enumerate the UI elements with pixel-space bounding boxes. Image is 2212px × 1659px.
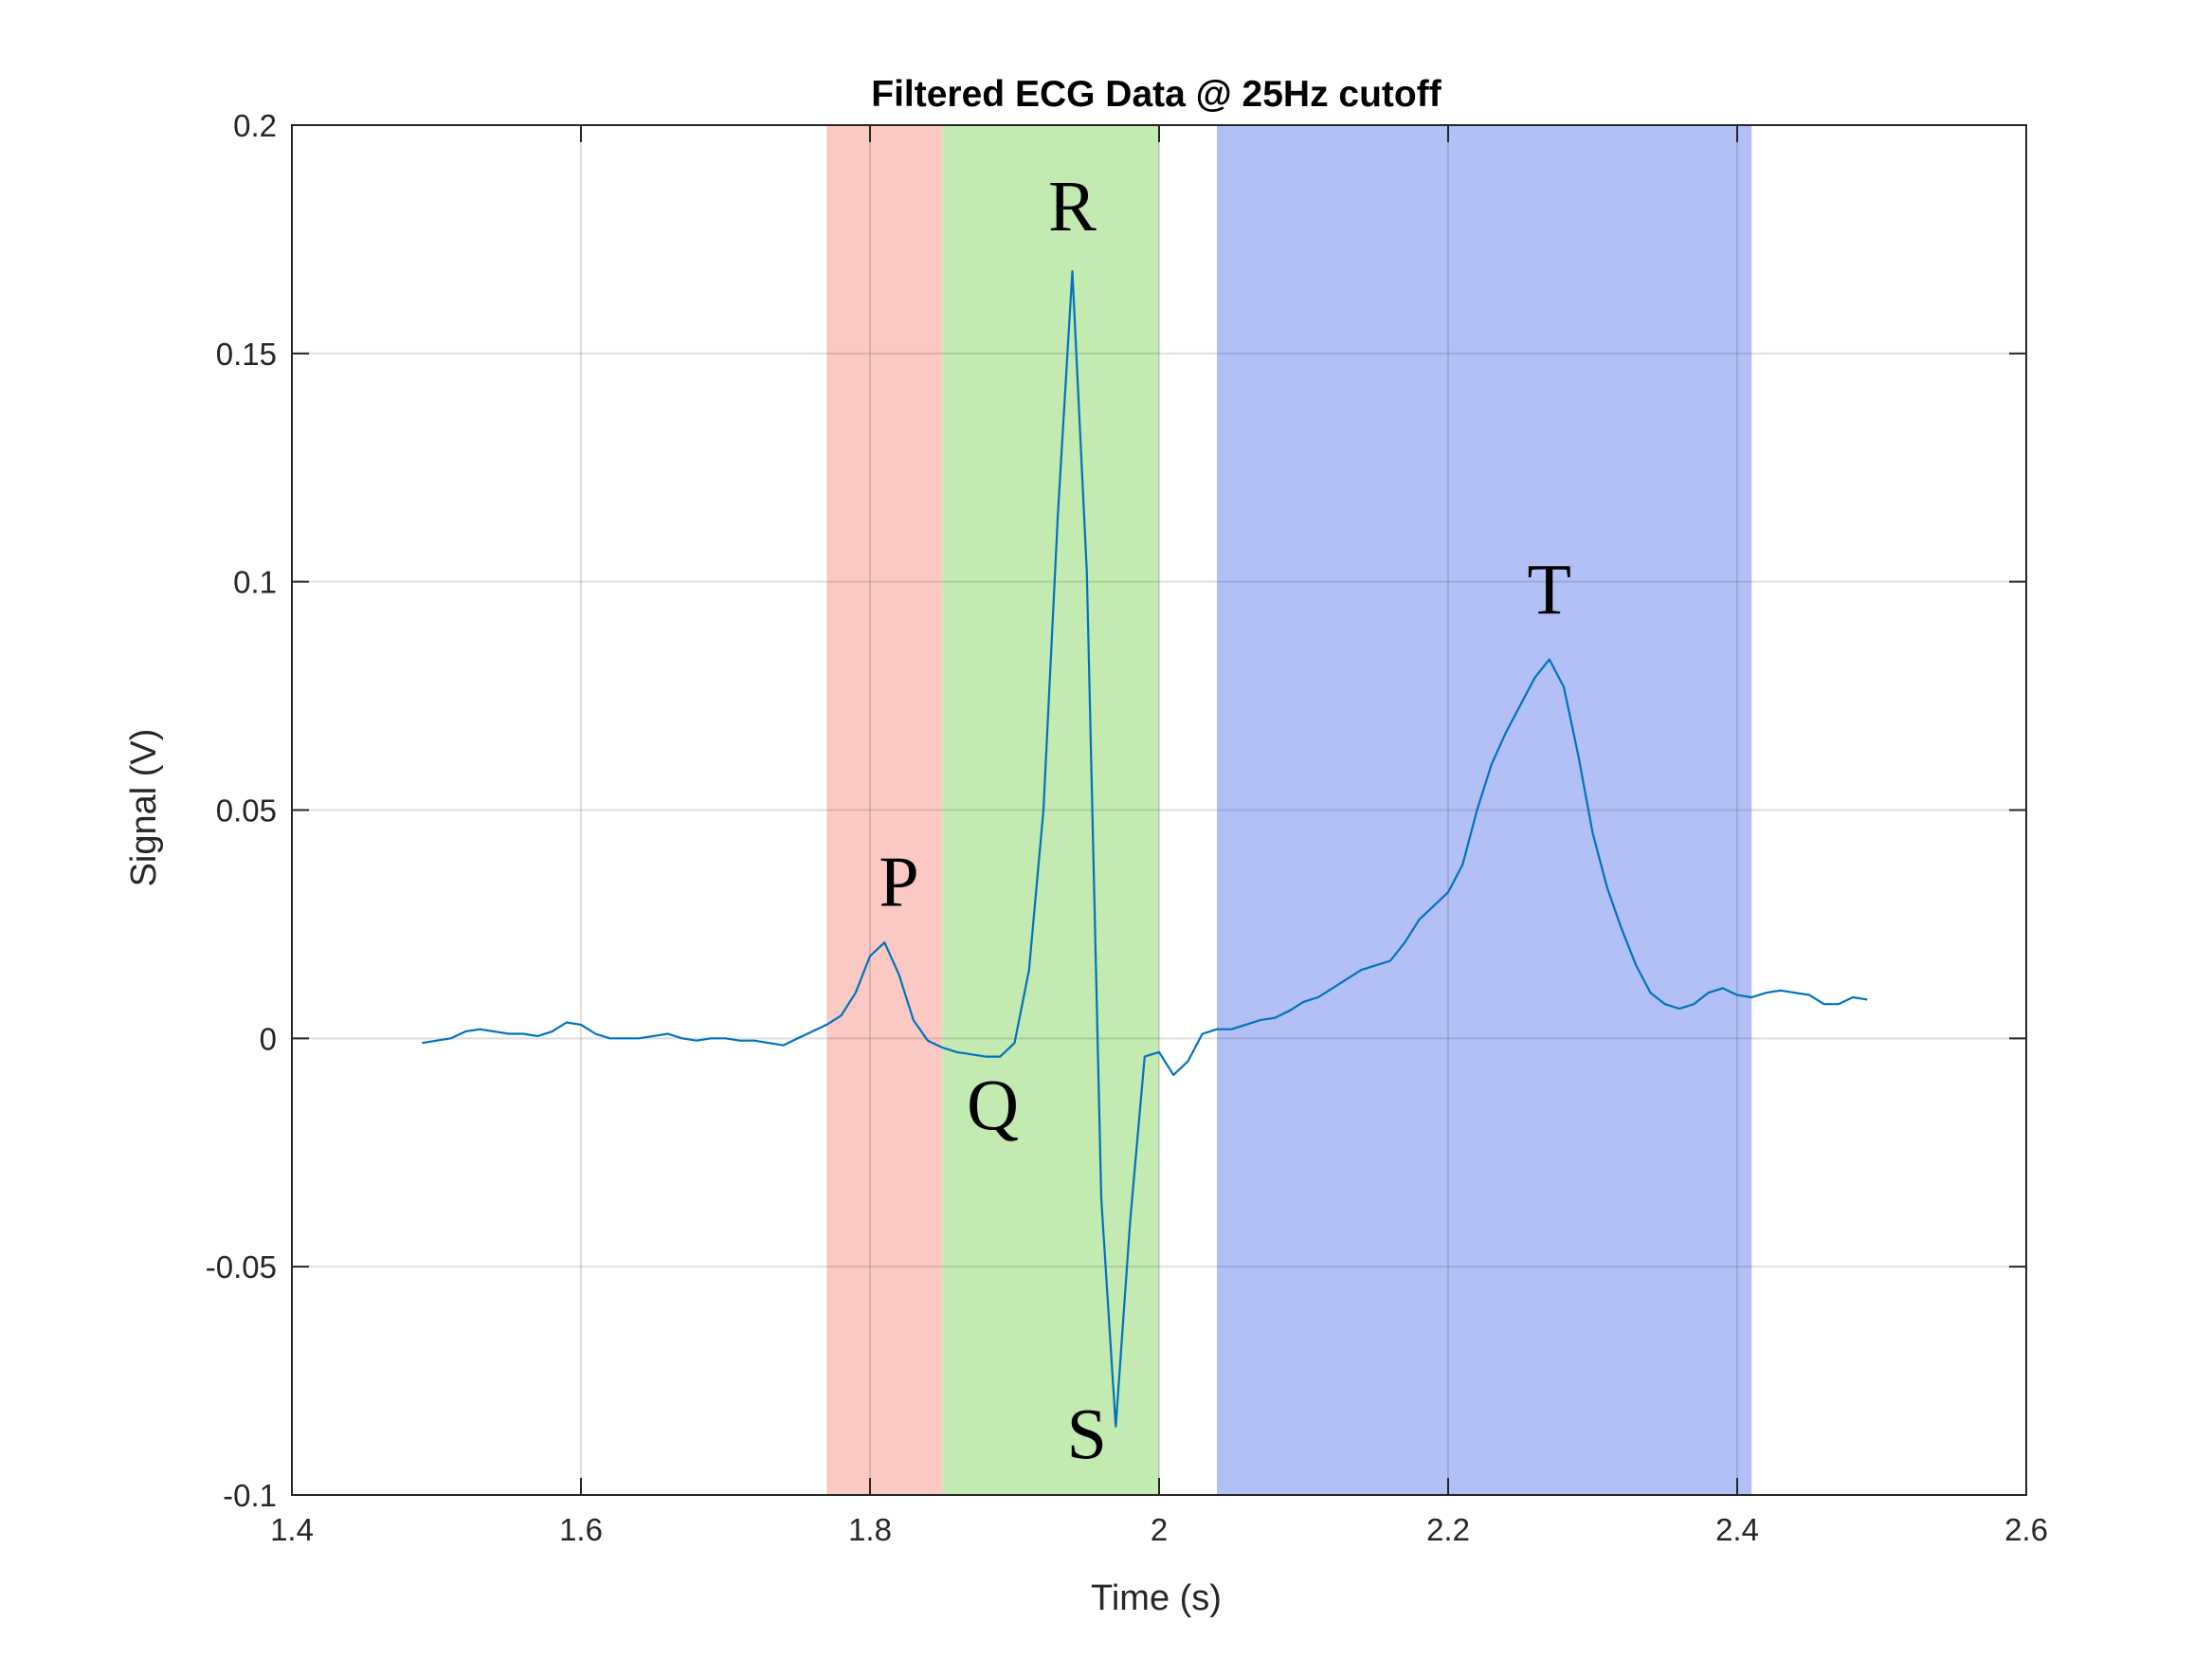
wave-label-q: Q (967, 1066, 1019, 1146)
y-tick-label: 0.2 (233, 108, 277, 143)
x-tick-label: 1.6 (559, 1512, 603, 1547)
x-tick-label: 2.2 (1426, 1512, 1470, 1547)
wave-label-t: T (1528, 550, 1571, 629)
y-tick-label: 0.15 (216, 337, 277, 372)
grid-lines (292, 125, 2026, 1495)
wave-label-s: S (1067, 1395, 1107, 1474)
y-tick-label: -0.1 (223, 1478, 277, 1513)
wave-region-1 (942, 125, 1159, 1495)
y-tick-label: -0.05 (206, 1249, 277, 1285)
x-tick-label: 2.4 (1715, 1512, 1759, 1547)
axes (291, 124, 2027, 1496)
wave-annotations: P Q R S T (879, 167, 1571, 1475)
y-tick-label: 0.05 (216, 793, 277, 829)
y-tick-label: 0 (260, 1021, 277, 1056)
x-tick-label: 1.4 (270, 1512, 314, 1547)
x-tick-label: 2.6 (2004, 1512, 2048, 1547)
wave-region-0 (826, 125, 943, 1495)
wave-label-r: R (1048, 167, 1097, 246)
signal-series (422, 270, 1868, 1428)
wave-regions (826, 125, 1752, 1495)
y-tick-label: 0.1 (233, 565, 277, 600)
wave-region-2 (1217, 125, 1752, 1495)
x-tick-label: 2 (1151, 1512, 1168, 1547)
x-axis-label: Time (s) (1091, 1578, 1222, 1618)
wave-label-p: P (879, 843, 918, 922)
series-line-0 (422, 270, 1868, 1428)
x-tick-label: 1.8 (848, 1512, 892, 1547)
tick-labels: 1.4 1.6 1.8 2 2.2 2.4 2.6 -0.1 -0.05 0 0.05 0.1 0.15… (206, 108, 2048, 1547)
chart-title: Filtered ECG Data @ 25Hz cutoff (871, 74, 1441, 115)
y-axis-label: Signal (V) (124, 729, 164, 887)
